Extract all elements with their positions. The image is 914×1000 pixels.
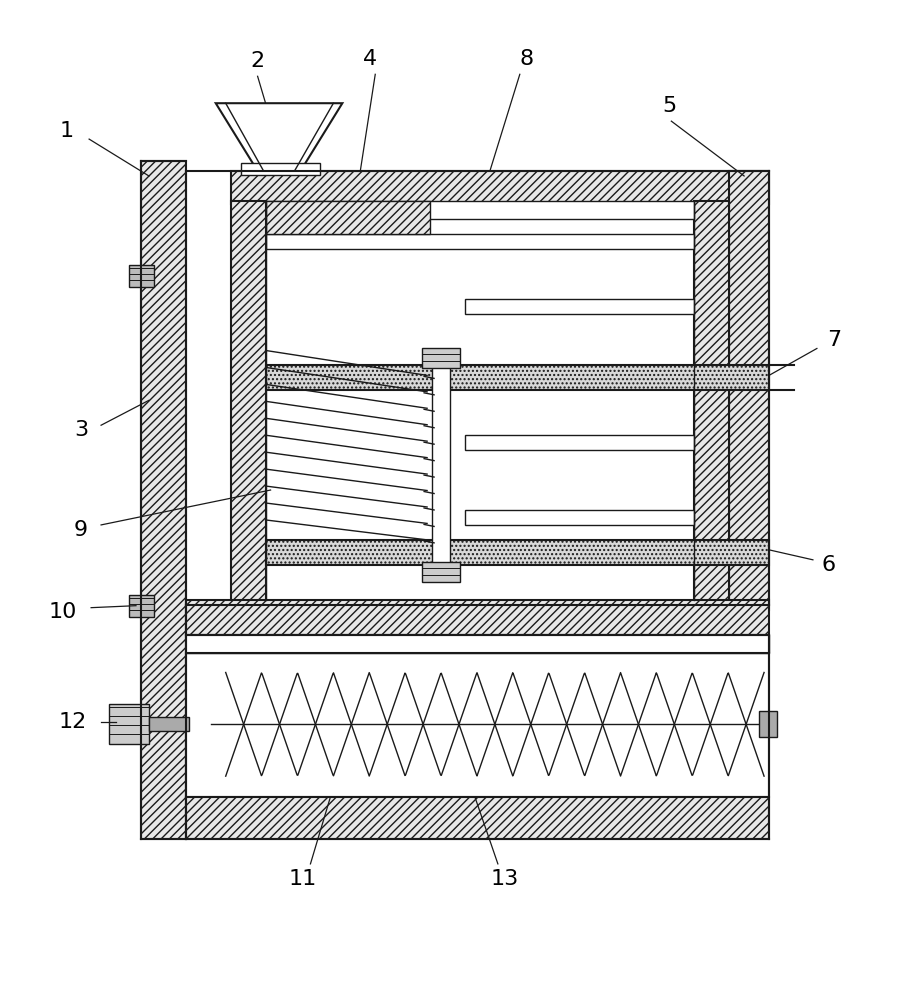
Bar [695,201,729,605]
Bar [186,635,769,653]
Bar [186,653,769,797]
Bar [240,163,321,175]
Bar [266,201,695,219]
Bar [266,365,769,390]
Text: 8: 8 [520,49,534,69]
Bar [109,704,149,744]
Text: 5: 5 [663,96,676,116]
Bar [422,348,460,368]
Bar [186,797,769,839]
Text: 13: 13 [491,869,519,889]
Bar [230,201,266,605]
Bar [266,234,695,249]
Bar [422,562,460,582]
Bar [129,265,154,287]
Text: 6: 6 [822,555,836,575]
Text: 12: 12 [59,712,88,732]
Text: 2: 2 [250,51,265,71]
Polygon shape [216,103,343,171]
Bar [149,717,189,731]
Bar [432,365,450,565]
Bar [266,201,430,234]
Bar [760,711,777,737]
Bar [465,510,695,525]
Bar [186,600,769,635]
Bar [129,595,154,617]
Bar [230,171,769,204]
Text: 11: 11 [288,869,316,889]
Text: 9: 9 [74,520,89,540]
Bar [465,435,695,450]
Bar [729,171,769,610]
Text: 4: 4 [363,49,377,69]
Text: 1: 1 [59,121,73,141]
Bar [186,635,769,653]
Text: 3: 3 [74,420,89,440]
Bar [266,540,769,565]
Text: 10: 10 [49,602,78,622]
Text: 7: 7 [827,330,841,350]
Bar [465,299,695,314]
Bar [141,161,186,839]
